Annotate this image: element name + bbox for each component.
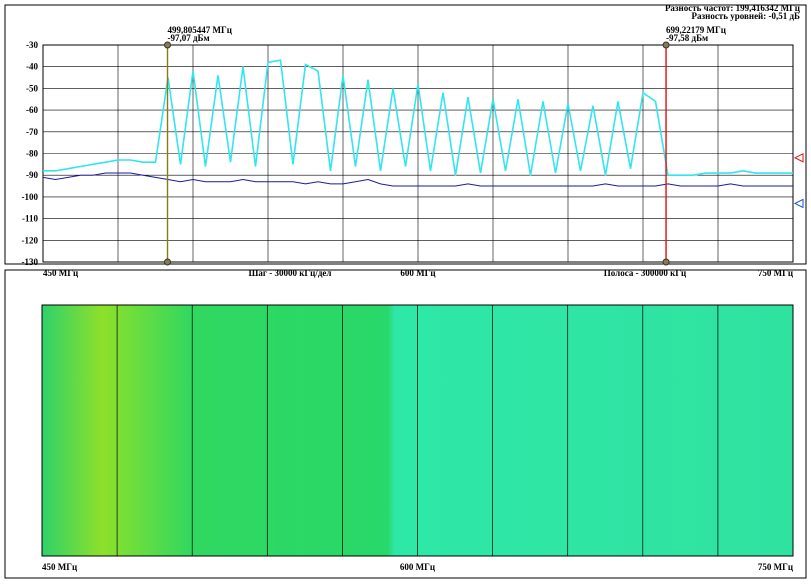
level-marker: [793, 153, 804, 163]
level-marker: [793, 198, 804, 209]
marker-handle: [662, 41, 670, 49]
marker-frequency: 499,805447 МГц: [168, 25, 233, 35]
y-tick-label: -80: [26, 149, 38, 159]
annotation: Шаг - 30000 кГц/дел: [249, 268, 332, 278]
x-tick-label: 750 МГц: [758, 268, 794, 278]
y-tick-label: -40: [26, 62, 38, 72]
marker-level: -97,58 дБм: [666, 33, 708, 43]
header-line: Разность уровней: -0,51 дБ: [692, 11, 801, 21]
y-tick-label: -30: [26, 40, 38, 50]
annotation: Полоса - 300000 кГц: [604, 268, 687, 278]
y-tick-label: -110: [22, 214, 39, 224]
x-tick-label: 750 МГц: [758, 562, 794, 572]
marker-frequency: 699,22179 МГц: [666, 25, 727, 35]
marker-level: -97,07 дБм: [168, 33, 210, 43]
x-tick-label: 600 МГц: [400, 268, 436, 278]
y-tick-label: -90: [26, 170, 38, 180]
y-tick-label: -120: [22, 235, 39, 245]
x-tick-label: 600 МГц: [400, 562, 436, 572]
marker-handle: [662, 258, 670, 266]
x-tick-label: 450 МГц: [43, 268, 79, 278]
header-line: Разность частот: 199,416342 МГц: [665, 3, 801, 13]
marker-handle: [164, 258, 172, 266]
y-tick-label: -50: [26, 83, 38, 93]
y-tick-label: -130: [22, 257, 39, 267]
y-tick-label: -100: [22, 192, 39, 202]
y-tick-label: -70: [26, 127, 38, 137]
x-tick-label: 450 МГц: [42, 562, 78, 572]
y-tick-label: -60: [26, 105, 38, 115]
marker-handle: [164, 41, 172, 49]
